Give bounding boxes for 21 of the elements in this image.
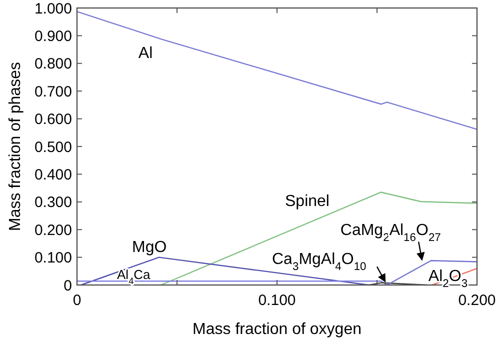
y-tick-label: 0.700 <box>34 83 72 100</box>
series-label: Ca$_{3}$MgAl$_{4}$O$_{10}$ <box>272 250 366 273</box>
x-axis-title: Mass fraction of oxygen <box>192 321 362 338</box>
x-tick-label: 0.200 <box>458 292 496 309</box>
y-tick-label: 0.100 <box>34 250 72 267</box>
x-tick-label: 0.100 <box>258 292 296 309</box>
series-label: Al$_{4}$Ca <box>117 266 152 286</box>
y-axis-title: Mass fraction of phases <box>7 62 24 231</box>
y-tick-label: 0.600 <box>34 111 72 128</box>
series-label: Spinel <box>285 193 330 210</box>
y-tick-label: 0.500 <box>34 138 72 156</box>
y-tick-label: 1.000 <box>34 0 72 18</box>
series-label: CaMg$_{2}$Al$_{16}$O$_{27}$ <box>340 222 441 244</box>
y-tick-label: 0.400 <box>34 166 72 184</box>
series-label: Al <box>138 44 153 62</box>
y-tick-label: 0.300 <box>34 194 72 212</box>
y-tick-label: 0 <box>64 277 72 294</box>
y-tick-label: 0.900 <box>34 28 72 45</box>
y-tick-label: 0.200 <box>34 222 72 239</box>
y-tick-label: 0.800 <box>34 56 72 73</box>
series-label: MgO <box>132 238 167 256</box>
